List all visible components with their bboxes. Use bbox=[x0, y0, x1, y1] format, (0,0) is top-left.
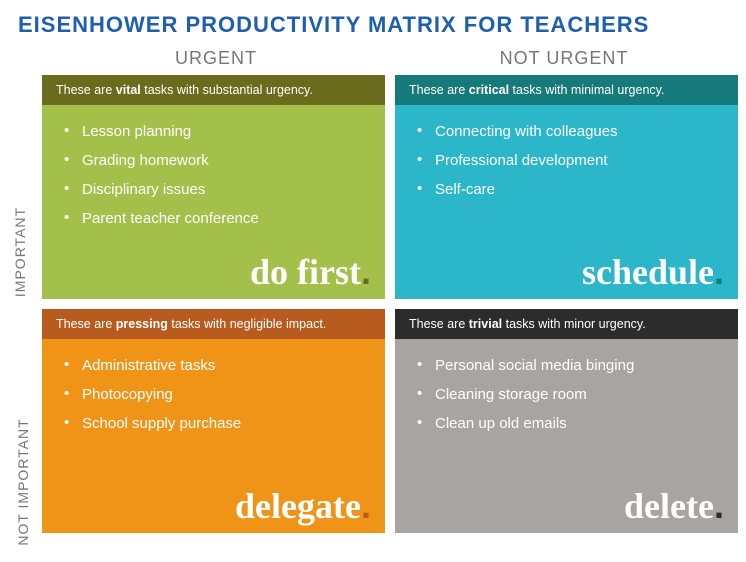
action-dot: . bbox=[361, 251, 371, 292]
action-text: delegate bbox=[235, 486, 361, 526]
task-list: Administrative tasks Photocopying School… bbox=[56, 351, 371, 438]
desc-text: tasks with minimal urgency. bbox=[509, 83, 664, 97]
list-item: Disciplinary issues bbox=[56, 175, 371, 204]
quadrant-desc: These are vital tasks with substantial u… bbox=[42, 75, 385, 105]
quadrant-desc: These are critical tasks with minimal ur… bbox=[395, 75, 738, 105]
list-item: School supply purchase bbox=[56, 409, 371, 438]
desc-bold: critical bbox=[469, 83, 509, 97]
quadrant-action: do first. bbox=[250, 251, 371, 293]
column-headers: URGENT NOT URGENT bbox=[42, 44, 738, 75]
action-dot: . bbox=[361, 485, 371, 526]
row-header-not-important: NOT IMPORTANT bbox=[15, 407, 31, 557]
desc-text: These are bbox=[409, 83, 469, 97]
list-item: Connecting with colleagues bbox=[409, 117, 724, 146]
task-list: Lesson planning Grading homework Discipl… bbox=[56, 117, 371, 233]
quadrant-body: Connecting with colleagues Professional … bbox=[395, 105, 738, 299]
desc-text: tasks with minor urgency. bbox=[502, 317, 646, 331]
desc-text: These are bbox=[409, 317, 469, 331]
quadrant-delegate: These are pressing tasks with negligible… bbox=[42, 309, 385, 533]
quadrant-delete: These are trivial tasks with minor urgen… bbox=[395, 309, 738, 533]
desc-bold: vital bbox=[116, 83, 141, 97]
list-item: Parent teacher conference bbox=[56, 204, 371, 233]
desc-text: tasks with negligible impact. bbox=[168, 317, 326, 331]
list-item: Photocopying bbox=[56, 380, 371, 409]
list-item: Administrative tasks bbox=[56, 351, 371, 380]
desc-text: These are bbox=[56, 317, 116, 331]
quadrant-body: Lesson planning Grading homework Discipl… bbox=[42, 105, 385, 299]
col-header-urgent: URGENT bbox=[42, 44, 390, 75]
list-item: Grading homework bbox=[56, 146, 371, 175]
action-text: do first bbox=[250, 252, 361, 292]
page-title: EISENHOWER PRODUCTIVITY MATRIX FOR TEACH… bbox=[0, 0, 746, 44]
quadrant-body: Personal social media binging Cleaning s… bbox=[395, 339, 738, 533]
quadrant-action: delegate. bbox=[235, 485, 371, 527]
desc-text: These are bbox=[56, 83, 116, 97]
desc-bold: trivial bbox=[469, 317, 502, 331]
list-item: Personal social media binging bbox=[409, 351, 724, 380]
quadrant-do-first: These are vital tasks with substantial u… bbox=[42, 75, 385, 299]
quadrant-desc: These are trivial tasks with minor urgen… bbox=[395, 309, 738, 339]
list-item: Lesson planning bbox=[56, 117, 371, 146]
task-list: Connecting with colleagues Professional … bbox=[409, 117, 724, 204]
list-item: Cleaning storage room bbox=[409, 380, 724, 409]
action-dot: . bbox=[714, 485, 724, 526]
list-item: Clean up old emails bbox=[409, 409, 724, 438]
row-header-important: IMPORTANT bbox=[12, 192, 28, 312]
quadrant-action: delete. bbox=[624, 485, 724, 527]
action-text: schedule bbox=[582, 252, 714, 292]
desc-bold: pressing bbox=[116, 317, 168, 331]
quadrant-schedule: These are critical tasks with minimal ur… bbox=[395, 75, 738, 299]
task-list: Personal social media binging Cleaning s… bbox=[409, 351, 724, 438]
desc-text: tasks with substantial urgency. bbox=[141, 83, 313, 97]
action-text: delete bbox=[624, 486, 714, 526]
quadrant-body: Administrative tasks Photocopying School… bbox=[42, 339, 385, 533]
quadrant-desc: These are pressing tasks with negligible… bbox=[42, 309, 385, 339]
quadrant-action: schedule. bbox=[582, 251, 724, 293]
matrix-wrap: URGENT NOT URGENT IMPORTANT NOT IMPORTAN… bbox=[0, 44, 746, 533]
col-header-not-urgent: NOT URGENT bbox=[390, 44, 738, 75]
matrix-grid: These are vital tasks with substantial u… bbox=[42, 75, 738, 533]
list-item: Professional development bbox=[409, 146, 724, 175]
action-dot: . bbox=[714, 251, 724, 292]
list-item: Self-care bbox=[409, 175, 724, 204]
